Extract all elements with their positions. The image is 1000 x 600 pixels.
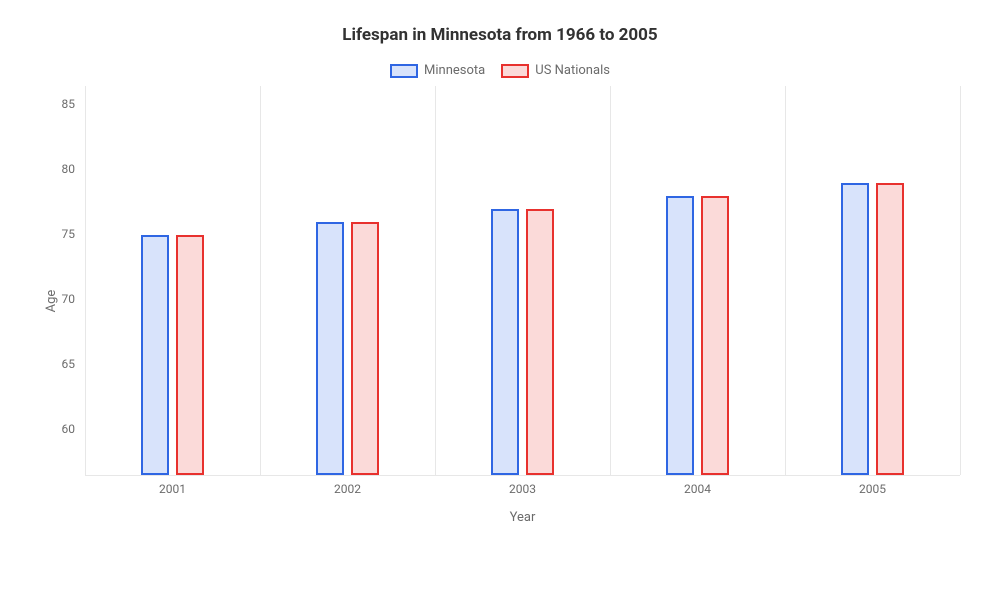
legend-item-usnationals[interactable]: US Nationals <box>501 63 610 78</box>
x-tick-label: 2004 <box>684 482 711 496</box>
grid-line <box>785 86 786 475</box>
chart-container: Lifespan in Minnesota from 1966 to 2005 … <box>0 0 1000 600</box>
legend-swatch-usnationals <box>501 64 529 78</box>
x-tick-label: 2002 <box>334 482 361 496</box>
grid-line <box>960 86 961 475</box>
legend-label-usnationals: US Nationals <box>535 63 610 78</box>
x-axis-label: Year <box>85 510 960 525</box>
x-tick-label: 2005 <box>859 482 886 496</box>
bar-us-nationals-2005[interactable] <box>876 183 904 475</box>
x-tick-row: 2001 2002 2003 2004 2005 <box>85 476 960 500</box>
plot-wrapper: Age 606570758085 20012002200320042005 Ye… <box>85 86 960 516</box>
bar-us-nationals-2002[interactable] <box>351 222 379 475</box>
y-tick-label: 80 <box>62 162 86 176</box>
bar-us-nationals-2001[interactable] <box>176 235 204 475</box>
x-tick-label: 2003 <box>509 482 536 496</box>
legend-item-minnesota[interactable]: Minnesota <box>390 63 485 78</box>
legend-swatch-minnesota <box>390 64 418 78</box>
y-tick-label: 60 <box>62 422 86 436</box>
bar-minnesota-2003[interactable] <box>491 209 519 475</box>
y-axis-label: Age <box>44 290 59 313</box>
y-tick-label: 75 <box>62 227 86 241</box>
y-tick-label: 85 <box>62 97 86 111</box>
y-tick-label: 65 <box>62 357 86 371</box>
bar-minnesota-2005[interactable] <box>841 183 869 475</box>
bar-minnesota-2002[interactable] <box>316 222 344 475</box>
bar-minnesota-2004[interactable] <box>666 196 694 475</box>
bar-minnesota-2001[interactable] <box>141 235 169 475</box>
x-tick-label: 2001 <box>159 482 186 496</box>
grid-line <box>435 86 436 475</box>
chart-title: Lifespan in Minnesota from 1966 to 2005 <box>30 25 970 45</box>
grid-line <box>85 86 86 475</box>
grid-line <box>260 86 261 475</box>
legend: Minnesota US Nationals <box>30 63 970 78</box>
grid-line <box>610 86 611 475</box>
bar-us-nationals-2003[interactable] <box>526 209 554 475</box>
bar-us-nationals-2004[interactable] <box>701 196 729 475</box>
y-tick-label: 70 <box>62 292 86 306</box>
plot-area: 606570758085 <box>85 86 960 476</box>
legend-label-minnesota: Minnesota <box>424 63 485 78</box>
